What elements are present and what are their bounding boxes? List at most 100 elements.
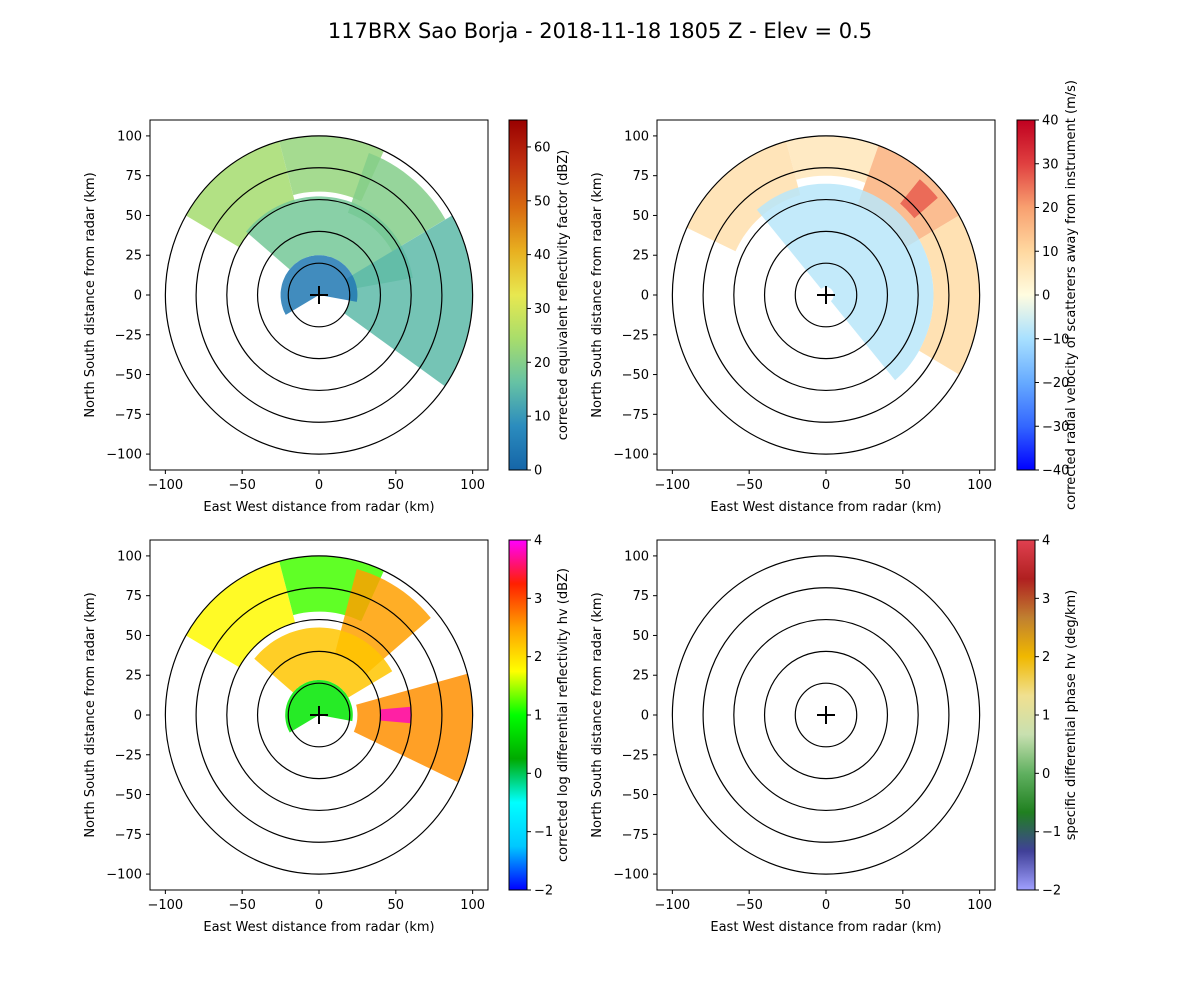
x-tick-label: 0: [822, 478, 830, 493]
y-tick-label: −25: [622, 328, 649, 343]
colorbar-tick-label: 40: [534, 248, 551, 263]
y-axis-label: North South distance from radar (km): [83, 592, 98, 837]
echo-region-4: [353, 673, 473, 783]
colorbar-label: corrected equivalent reflectivity factor…: [556, 150, 571, 441]
x-tick-label: 0: [315, 898, 323, 913]
y-tick-label: 50: [632, 629, 649, 644]
colorbar-tick-label: 40: [1042, 114, 1059, 129]
colorbar-tick-label: 30: [1042, 157, 1059, 172]
y-axis-label: North South distance from radar (km): [83, 172, 98, 417]
range-ring-80km: [702, 587, 950, 843]
y-tick-label: −25: [622, 748, 649, 763]
y-tick-label: −100: [106, 448, 142, 463]
colorbar-tick-label: 0: [1042, 767, 1050, 782]
x-tick-label: 50: [388, 478, 405, 493]
colorbar-tick-label: 0: [534, 767, 542, 782]
range-ring-60km: [733, 198, 919, 392]
range-ring-40km: [256, 230, 382, 360]
colorbar-tick-label: 1: [1042, 709, 1050, 724]
range-ring-100km: [164, 135, 474, 455]
colorbar-tick-label: −1: [534, 825, 553, 840]
range-ring-100km: [671, 135, 981, 455]
y-tick-label: 100: [117, 549, 142, 564]
y-tick-label: −50: [115, 788, 142, 803]
colorbar-tick-label: 10: [1042, 245, 1059, 260]
x-tick-label: −50: [228, 898, 255, 913]
y-tick-label: 100: [117, 129, 142, 144]
x-tick-label: 50: [895, 898, 912, 913]
y-tick-label: 50: [125, 629, 142, 644]
echo-region-4: [756, 183, 934, 381]
y-tick-label: 50: [632, 209, 649, 224]
y-tick-label: 25: [632, 249, 649, 264]
y-tick-label: 50: [125, 209, 142, 224]
plot-area: [671, 135, 981, 455]
panel-bottom-right: −100 −50 0 50 100 −100 −75 −50 −25 0 25 50 75 100 East…: [590, 534, 1079, 936]
y-tick-label: −25: [115, 328, 142, 343]
echo-region-0: [185, 561, 296, 668]
colorbar-tick-label: −20: [1042, 376, 1069, 391]
plot-area: [164, 135, 474, 455]
colorbar-tick-label: 30: [534, 302, 551, 317]
range-ring-100km: [671, 555, 981, 875]
y-tick-label: −50: [622, 368, 649, 383]
y-tick-label: 75: [125, 169, 142, 184]
y-tick-label: 75: [632, 169, 649, 184]
colorbar: [1016, 539, 1036, 891]
range-ring-40km: [763, 230, 889, 360]
y-tick-label: −100: [106, 868, 142, 883]
x-tick-label: −50: [228, 478, 255, 493]
y-tick-label: −75: [622, 408, 649, 423]
y-tick-label: −100: [613, 448, 649, 463]
range-ring-40km: [256, 650, 382, 780]
colorbar-tick-label: −30: [1042, 420, 1069, 435]
x-tick-label: 50: [388, 898, 405, 913]
echo-region-3: [900, 179, 938, 219]
colorbar-tick-label: 60: [534, 140, 551, 155]
x-tick-label: 100: [967, 478, 992, 493]
y-tick-label: −50: [115, 368, 142, 383]
echo-region-0: [686, 141, 801, 252]
y-tick-label: 0: [641, 289, 649, 304]
figure-title: 117BRX Sao Borja - 2018-11-18 1805 Z - E…: [328, 19, 872, 43]
x-tick-label: 100: [967, 898, 992, 913]
x-tick-label: 100: [460, 478, 485, 493]
echo-region-5: [380, 706, 412, 724]
x-axis-label: East West distance from radar (km): [710, 920, 941, 935]
colorbar-tick-label: 3: [534, 592, 542, 607]
colorbar-label: corrected log differential reflectivity …: [556, 568, 571, 862]
echo-region-0: [185, 141, 296, 248]
colorbar-label: corrected radial velocity of scatterers …: [1064, 80, 1079, 510]
x-axis-label: East West distance from radar (km): [203, 920, 434, 935]
range-ring-100km: [164, 555, 474, 875]
colorbar-tick-label: 10: [534, 410, 551, 425]
x-tick-label: 0: [315, 478, 323, 493]
echo-region-1: [786, 135, 879, 183]
x-axis-label: East West distance from radar (km): [203, 500, 434, 515]
x-tick-label: −100: [655, 898, 691, 913]
y-tick-label: 25: [125, 249, 142, 264]
colorbar-tick-label: 0: [534, 464, 542, 479]
echo-region-3: [254, 627, 393, 698]
colorbar-tick-label: 4: [1042, 534, 1050, 549]
x-tick-label: −50: [735, 478, 762, 493]
x-axis-label: East West distance from radar (km): [710, 500, 941, 515]
x-tick-label: −100: [148, 478, 184, 493]
colorbar-tick-label: 3: [1042, 592, 1050, 607]
y-tick-label: 100: [624, 129, 649, 144]
colorbar: [508, 119, 528, 471]
colorbar-tick-label: −10: [1042, 332, 1069, 347]
colorbar-tick-label: −2: [1042, 884, 1061, 899]
y-axis-label: North South distance from radar (km): [590, 592, 605, 837]
colorbar-tick-label: −2: [534, 884, 553, 899]
colorbar-tick-label: 2: [534, 650, 542, 665]
colorbar-tick-label: 4: [534, 534, 542, 549]
y-tick-label: 0: [134, 289, 142, 304]
plot-area: [671, 555, 981, 875]
y-tick-label: 75: [632, 589, 649, 604]
range-ring-60km: [733, 618, 919, 812]
y-tick-label: 75: [125, 589, 142, 604]
colorbar-tick-label: 20: [534, 356, 551, 371]
colorbar-tick-label: 0: [1042, 289, 1050, 304]
